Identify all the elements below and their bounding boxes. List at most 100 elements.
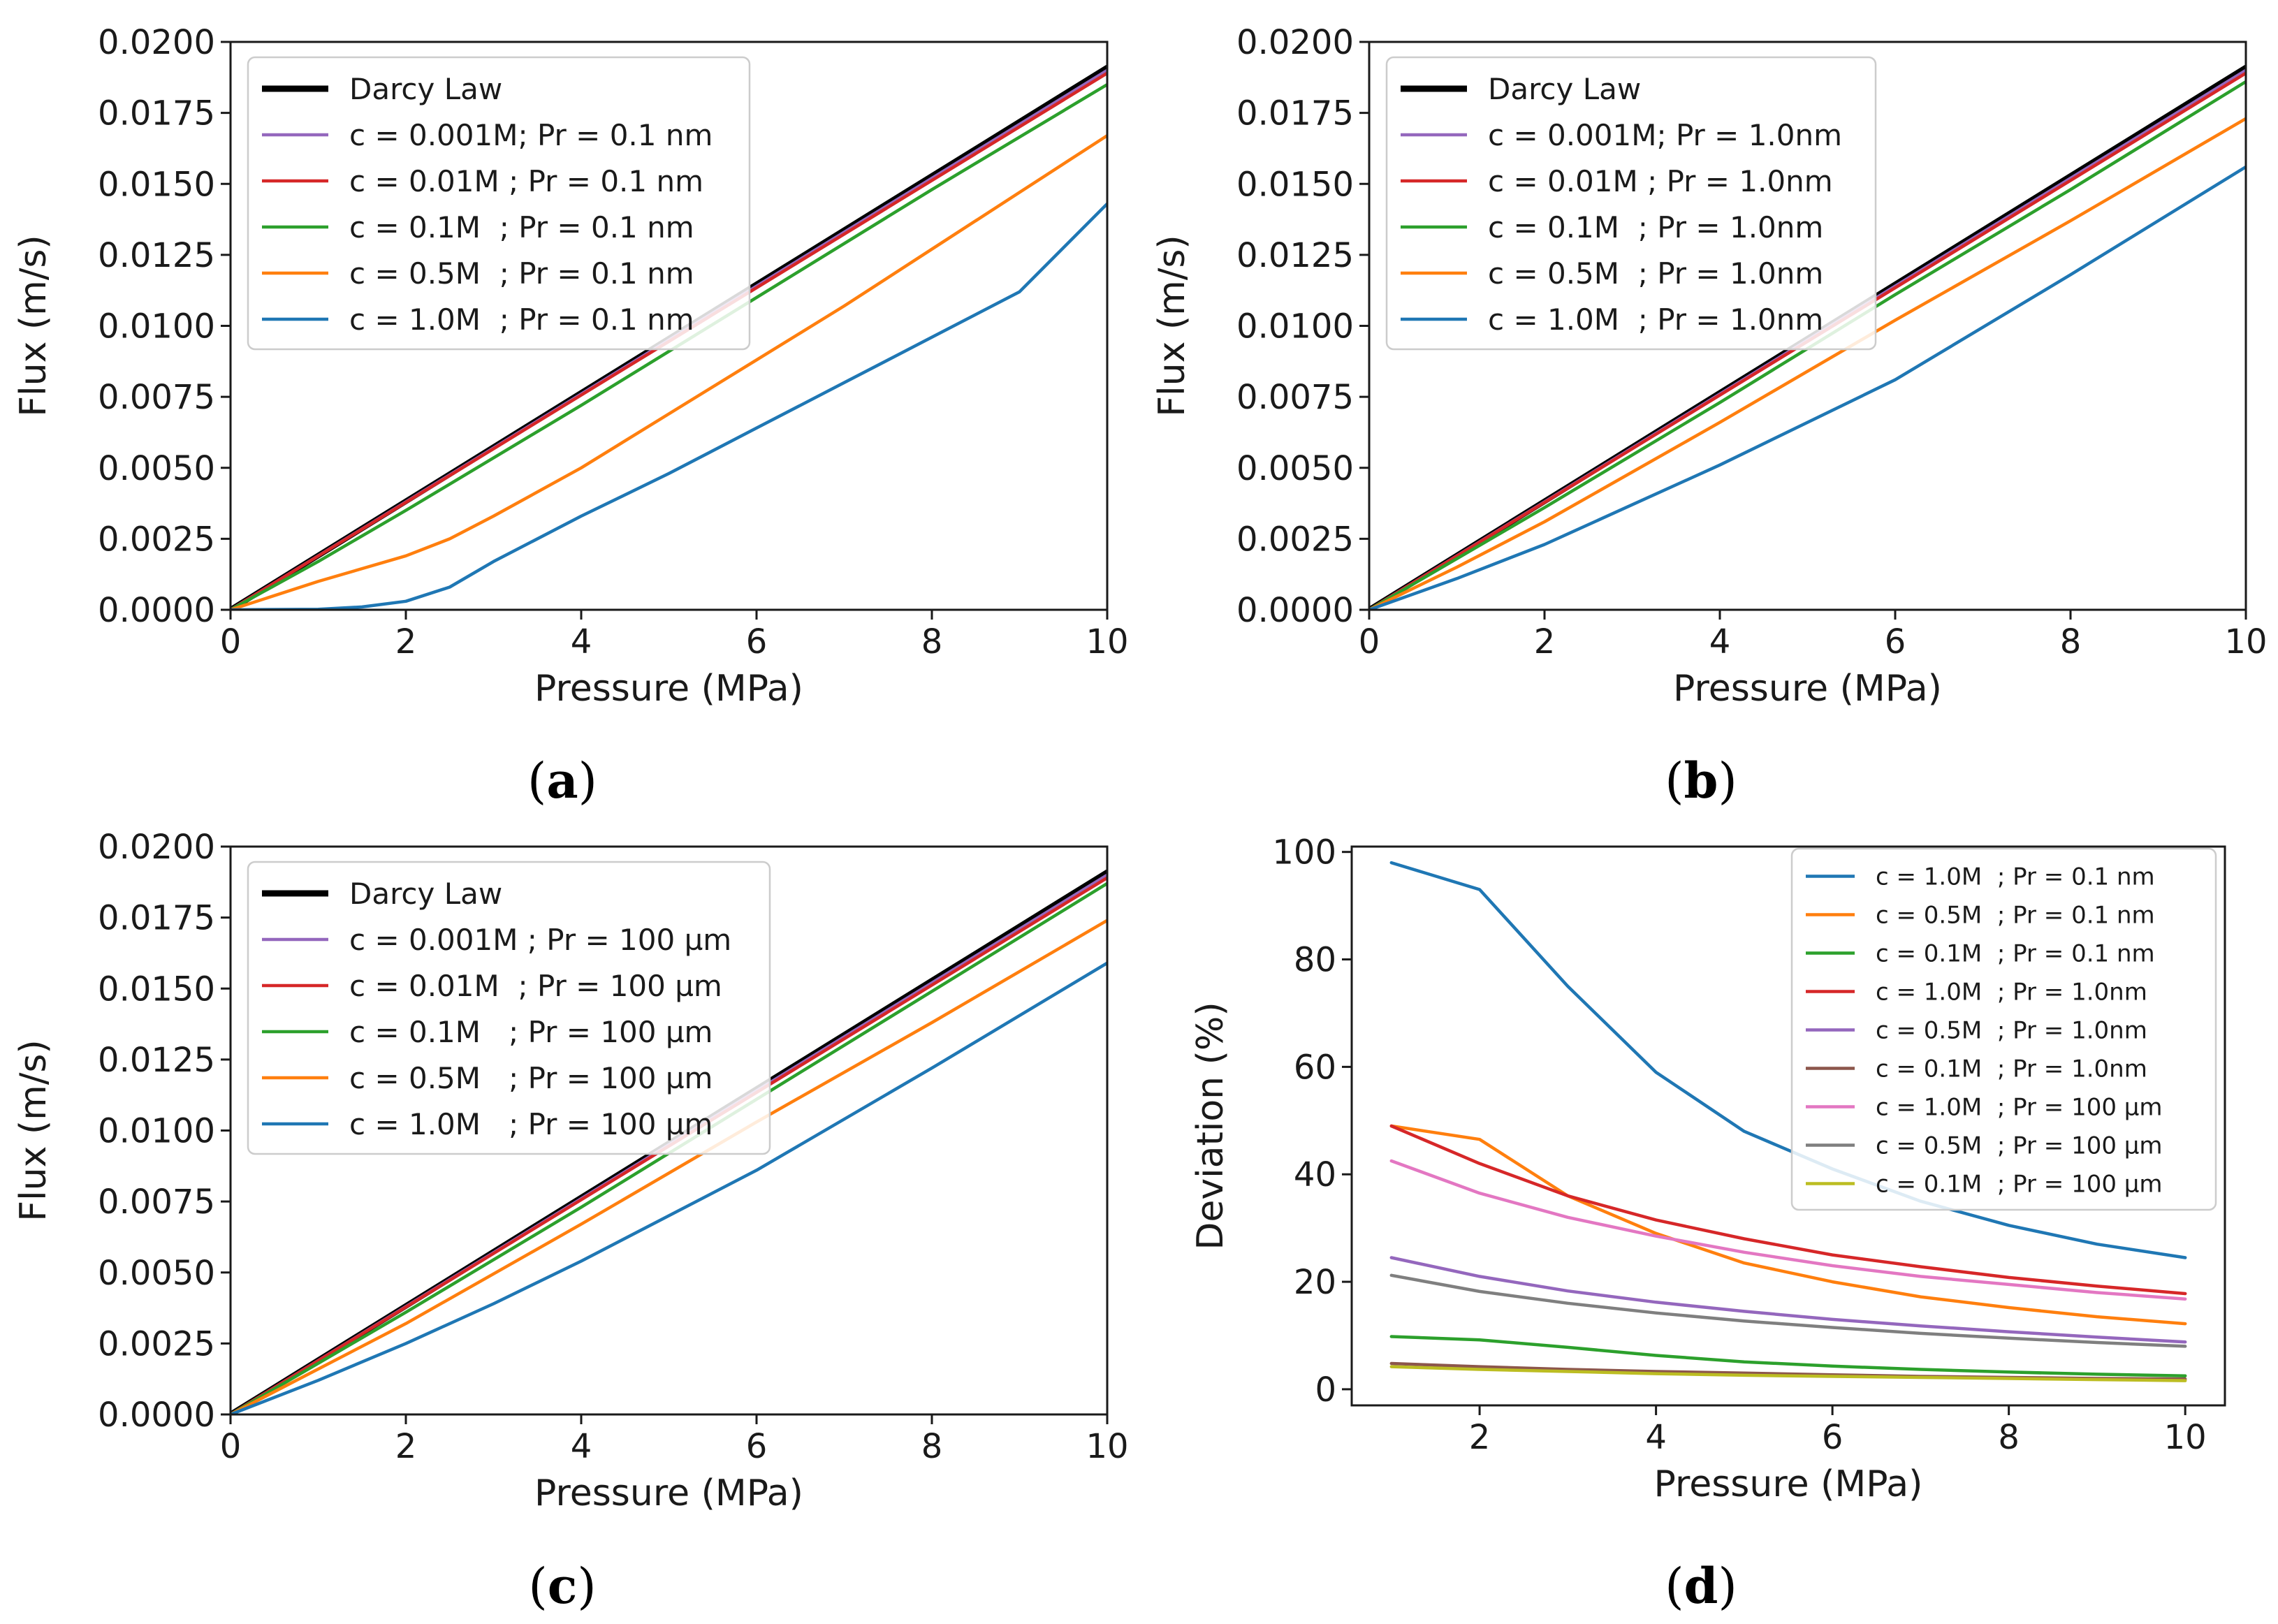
legend-box bbox=[247, 56, 751, 351]
x-axis-label: Pressure (MPa) bbox=[1673, 668, 1942, 710]
x-tick-label: 0 bbox=[220, 1427, 242, 1466]
series-line-4 bbox=[1389, 1256, 2187, 1344]
legend-label: c = 0.001M; Pr = 1.0nm bbox=[1488, 118, 1842, 152]
legend-label: Darcy Law bbox=[1488, 72, 1641, 106]
x-tick-label: 8 bbox=[2060, 622, 2082, 661]
legend-box bbox=[1790, 847, 2217, 1211]
legend-label: c = 1.0M ; Pr = 100 µm bbox=[349, 1107, 713, 1141]
legend-label: c = 0.5M ; Pr = 0.1 nm bbox=[349, 256, 694, 291]
y-tick-label: 0.0050 bbox=[98, 449, 215, 488]
legend-label: c = 0.1M ; Pr = 1.0nm bbox=[1488, 210, 1823, 244]
chart-b: 0 2 4 6 8 10 0.0000 0.0025 0.0050 0.0075 0.0100 0.0… bbox=[1151, 23, 2268, 810]
y-tick-label: 0.0100 bbox=[98, 1112, 215, 1151]
legend-box bbox=[1385, 56, 1877, 351]
y-tick-label: 0.0050 bbox=[1236, 449, 1354, 488]
x-tick-label: 4 bbox=[571, 1427, 592, 1466]
panel-label: (c) bbox=[528, 1557, 596, 1615]
y-tick-label: 0.0175 bbox=[98, 94, 215, 133]
x-tick-label: 8 bbox=[921, 622, 943, 661]
legend-label: c = 0.5M ; Pr = 1.0nm bbox=[1876, 1017, 2147, 1045]
legend: c = 1.0M ; Pr = 0.1 nm c = 0.5M ; Pr = 0.… bbox=[1790, 847, 2217, 1211]
legend-label: c = 0.5M ; Pr = 0.1 nm bbox=[1876, 902, 2155, 930]
x-tick-label: 10 bbox=[1086, 622, 1128, 661]
legend-label: c = 0.01M ; Pr = 100 µm bbox=[349, 969, 722, 1003]
x-tick-label: 10 bbox=[2164, 1418, 2207, 1457]
legend-label: c = 1.0M ; Pr = 1.0nm bbox=[1488, 302, 1823, 337]
x-tick-label: 4 bbox=[571, 622, 592, 661]
legend-label: Darcy Law bbox=[349, 877, 502, 911]
y-axis-label: Flux (m/s) bbox=[13, 1039, 54, 1221]
legend-label: c = 0.5M ; Pr = 1.0nm bbox=[1488, 256, 1823, 291]
y-tick-label: 0.0075 bbox=[98, 378, 215, 417]
y-tick-label: 0.0150 bbox=[98, 970, 215, 1009]
series-line-2 bbox=[1389, 1335, 2187, 1377]
y-tick-label: 100 bbox=[1272, 833, 1336, 872]
x-tick-label: 6 bbox=[1885, 622, 1906, 661]
series-line-7 bbox=[1389, 1273, 2187, 1348]
legend-label: c = 1.0M ; Pr = 0.1 nm bbox=[349, 302, 694, 337]
y-axis-label: Flux (m/s) bbox=[1151, 235, 1193, 416]
x-tick-label: 0 bbox=[220, 622, 242, 661]
y-axis-label: Deviation (%) bbox=[1190, 1002, 1232, 1250]
x-tick-label: 8 bbox=[921, 1427, 943, 1466]
series-group bbox=[1389, 861, 2187, 1382]
panel-label: (a) bbox=[527, 752, 597, 810]
y-tick-label: 80 bbox=[1294, 941, 1336, 980]
legend: Darcy Law c = 0.001M; Pr = 1.0nm c = 0.01M… bbox=[1385, 56, 1877, 351]
legend-label: c = 0.1M ; Pr = 1.0nm bbox=[1876, 1055, 2147, 1083]
series-line-6 bbox=[1389, 1159, 2187, 1301]
y-tick-label: 40 bbox=[1294, 1155, 1336, 1194]
series-line-1 bbox=[1389, 1124, 2187, 1326]
x-tick-label: 0 bbox=[1359, 622, 1380, 661]
legend-box bbox=[247, 861, 771, 1155]
series-line-5 bbox=[231, 961, 1107, 1414]
legend-label: c = 0.1M ; Pr = 0.1 nm bbox=[349, 210, 694, 244]
series-line-8 bbox=[1389, 1365, 2187, 1382]
series-line-5 bbox=[231, 202, 1107, 610]
x-tick-label: 2 bbox=[1534, 622, 1556, 661]
y-tick-label: 0.0025 bbox=[1236, 520, 1354, 559]
y-tick-label: 0.0025 bbox=[98, 1324, 215, 1363]
y-tick-label: 0.0125 bbox=[1236, 236, 1354, 275]
x-tick-label: 4 bbox=[1645, 1418, 1667, 1457]
legend-label: c = 0.001M; Pr = 0.1 nm bbox=[349, 118, 713, 152]
x-tick-label: 6 bbox=[746, 622, 768, 661]
y-tick-label: 0.0000 bbox=[98, 591, 215, 630]
x-tick-label: 4 bbox=[1709, 622, 1731, 661]
y-tick-label: 0.0000 bbox=[1236, 591, 1354, 630]
x-tick-label: 2 bbox=[1469, 1418, 1491, 1457]
legend-label: c = 1.0M ; Pr = 100 µm bbox=[1876, 1094, 2163, 1122]
series-line-3 bbox=[231, 82, 1107, 610]
series-line-4 bbox=[1369, 117, 2246, 610]
legend-label: c = 0.1M ; Pr = 0.1 nm bbox=[1876, 940, 2155, 968]
y-tick-label: 0.0200 bbox=[98, 828, 215, 867]
legend-label: c = 0.1M ; Pr = 100 µm bbox=[349, 1015, 713, 1049]
x-tick-label: 8 bbox=[1998, 1418, 2020, 1457]
legend-label: c = 0.01M ; Pr = 0.1 nm bbox=[349, 164, 703, 198]
legend-label: c = 1.0M ; Pr = 1.0nm bbox=[1876, 979, 2147, 1007]
chart-c: 0 2 4 6 8 10 0.0000 0.0025 0.0050 0.0075 0.0100 0.0… bbox=[13, 828, 1129, 1615]
legend: Darcy Law c = 0.001M ; Pr = 100 µm c = 0.0… bbox=[247, 861, 771, 1155]
series-line-4 bbox=[231, 919, 1107, 1414]
x-tick-label: 6 bbox=[1822, 1418, 1843, 1457]
x-tick-label: 2 bbox=[395, 622, 417, 661]
series-line-5 bbox=[1369, 165, 2246, 610]
y-tick-label: 0.0075 bbox=[1236, 378, 1354, 417]
legend-label: c = 0.1M ; Pr = 100 µm bbox=[1876, 1171, 2163, 1199]
series-line-0 bbox=[1389, 861, 2187, 1259]
x-axis-label: Pressure (MPa) bbox=[1654, 1463, 1923, 1505]
x-tick-label: 10 bbox=[1086, 1427, 1128, 1466]
x-axis-label: Pressure (MPa) bbox=[534, 668, 803, 710]
legend-label: Darcy Law bbox=[349, 72, 502, 106]
y-tick-label: 0.0100 bbox=[1236, 307, 1354, 346]
legend-label: c = 0.01M ; Pr = 1.0nm bbox=[1488, 164, 1833, 198]
x-axis-label: Pressure (MPa) bbox=[534, 1472, 803, 1514]
y-tick-label: 0.0125 bbox=[98, 1041, 215, 1080]
legend-label: c = 0.5M ; Pr = 100 µm bbox=[349, 1061, 713, 1095]
series-line-3 bbox=[1389, 1124, 2187, 1296]
y-tick-label: 0 bbox=[1315, 1370, 1336, 1410]
panel-label: (d) bbox=[1665, 1557, 1737, 1615]
y-tick-label: 0.0025 bbox=[98, 520, 215, 559]
